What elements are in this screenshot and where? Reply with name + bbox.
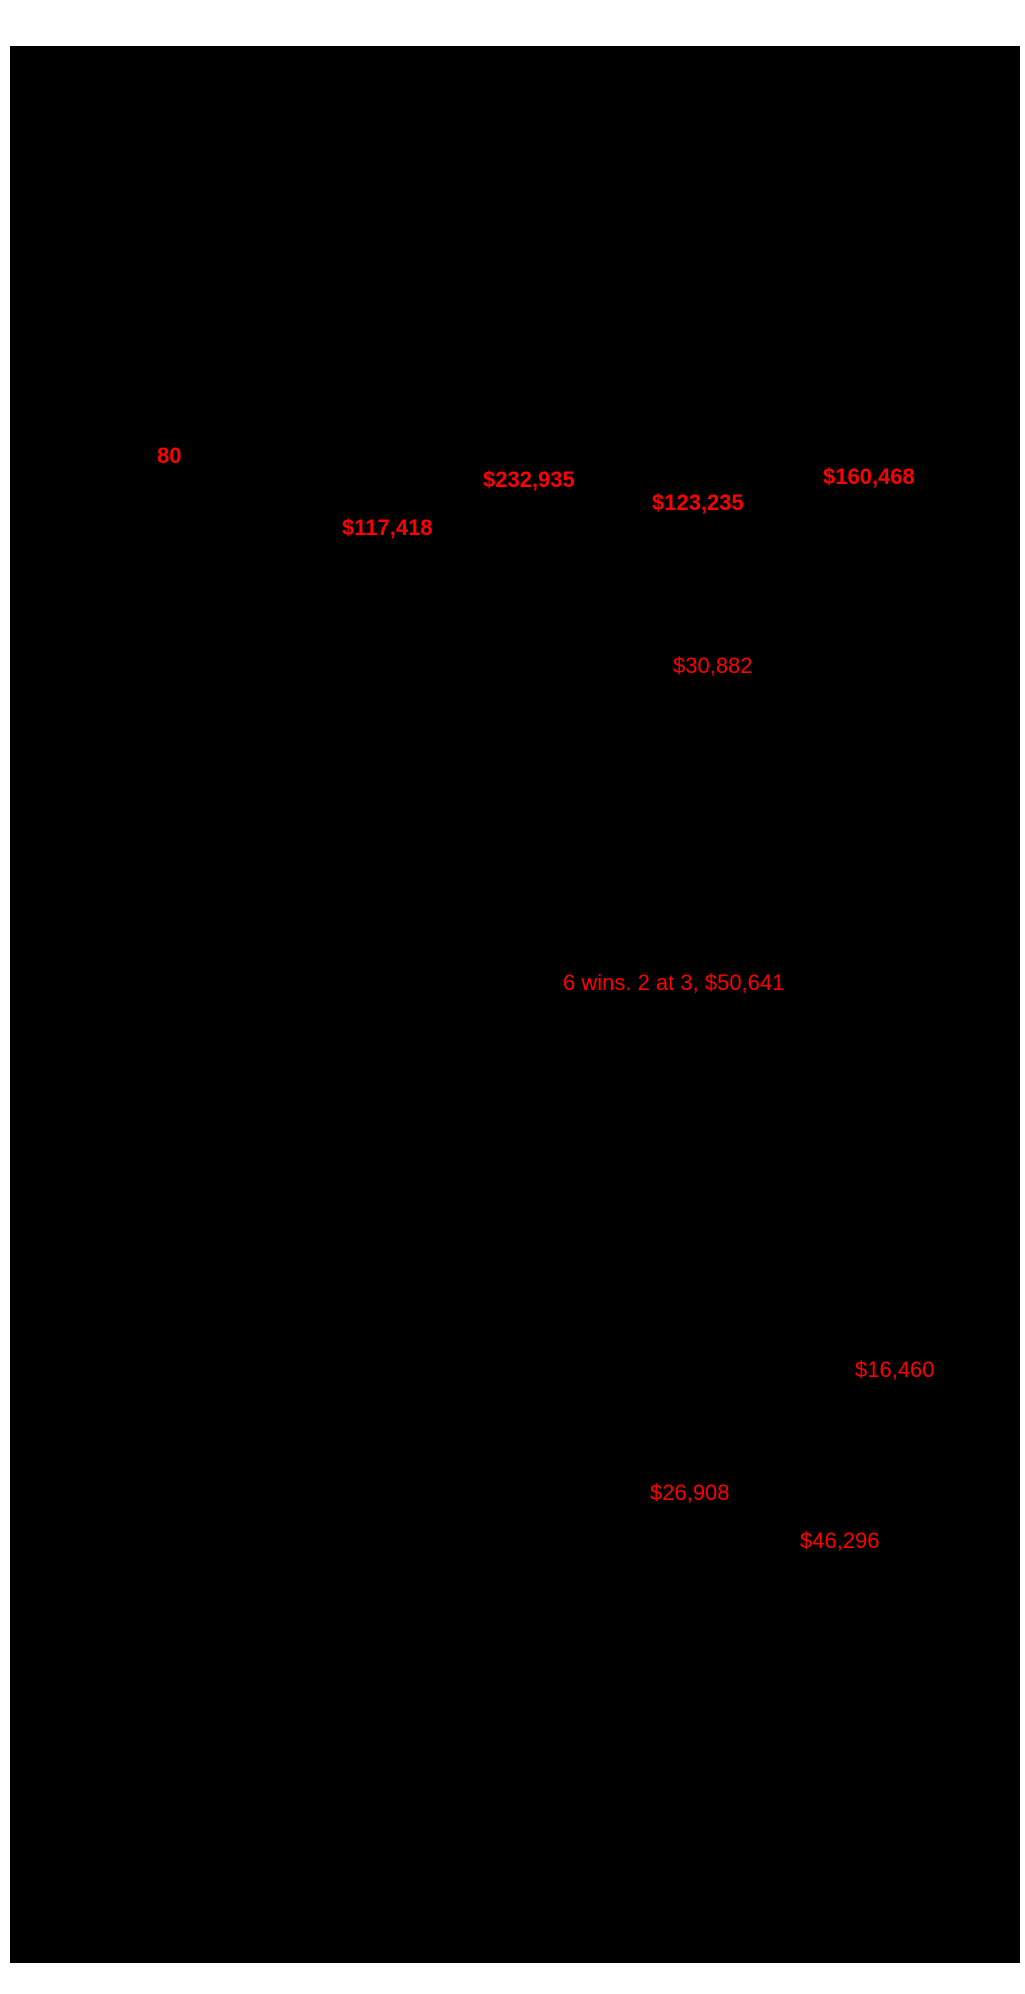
page-canvas: [10, 46, 1020, 1963]
